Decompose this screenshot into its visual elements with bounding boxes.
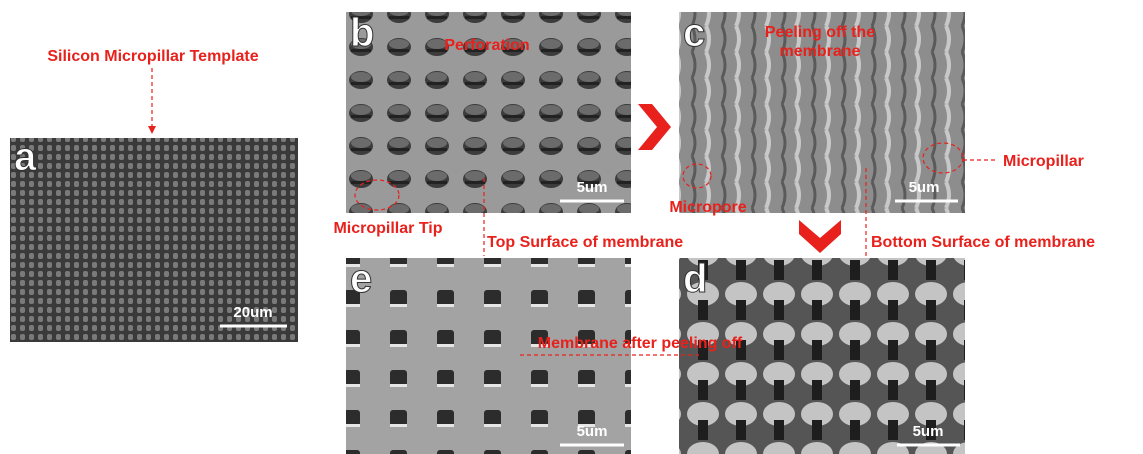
panel-label: b xyxy=(350,11,374,55)
annotation: Micropillar Tip xyxy=(333,220,442,237)
title: Silicon Micropillar Template xyxy=(47,48,258,65)
scale-label: 5um xyxy=(577,179,608,196)
annotation: membrane xyxy=(780,43,861,60)
page: Silicon Micropillar Template a 20um b Pe… xyxy=(0,0,1143,454)
annotation: Peeling off the xyxy=(765,24,875,41)
panel-label: d xyxy=(683,257,707,301)
panel-label: c xyxy=(683,11,705,55)
scale-label: 5um xyxy=(909,179,940,196)
arrow-down xyxy=(799,220,841,253)
annotation: Micropore xyxy=(669,199,746,216)
scale-label: 5um xyxy=(913,423,944,440)
panel-label: a xyxy=(14,135,37,179)
arrow-head xyxy=(148,126,156,134)
scale-label: 5um xyxy=(577,423,608,440)
annotation: Bottom Surface of membrane xyxy=(871,234,1095,251)
arrow-right xyxy=(638,104,671,150)
panel-label: e xyxy=(350,257,372,301)
figure: Silicon Micropillar Template a 20um b Pe… xyxy=(0,0,1143,454)
annotation: Top Surface of membrane xyxy=(487,234,683,251)
annotation: Micropillar xyxy=(1003,153,1084,170)
annotation: Perforation xyxy=(444,37,529,54)
annotation: Membrane after peeling off xyxy=(538,335,743,352)
scale-label: 20um xyxy=(233,304,272,321)
